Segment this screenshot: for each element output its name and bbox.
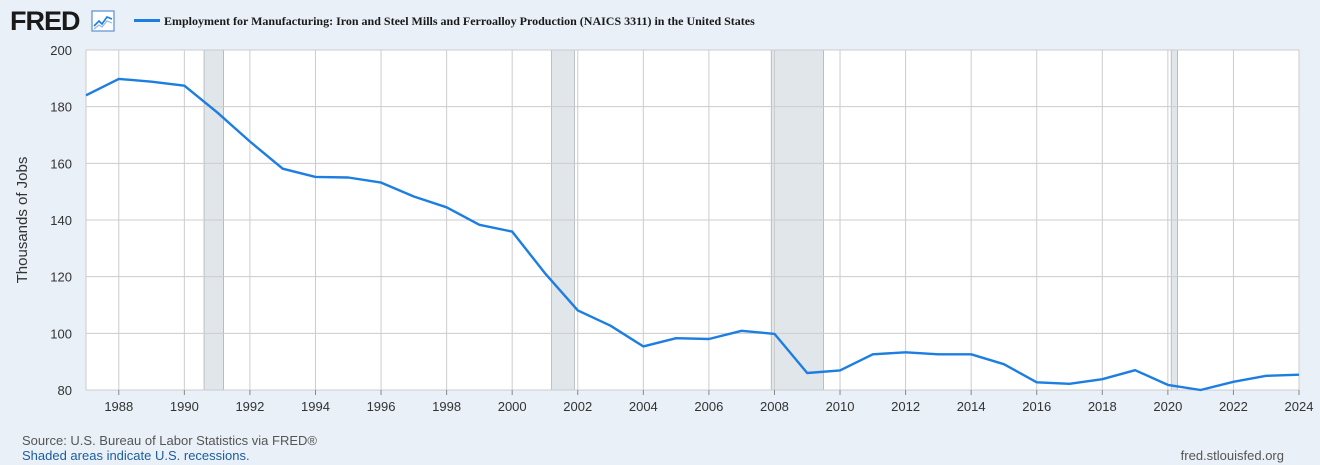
y-tick-label: 180 bbox=[50, 100, 72, 115]
series-line bbox=[85, 77, 1300, 392]
x-tick-label: 1994 bbox=[301, 399, 330, 414]
x-tick-label: 1996 bbox=[367, 399, 396, 414]
x-tick-label: 1992 bbox=[235, 399, 264, 414]
x-tick-label: 2002 bbox=[563, 399, 592, 414]
x-tick-label: 2016 bbox=[1022, 399, 1051, 414]
y-tick-label: 160 bbox=[50, 156, 72, 171]
x-tick-label: 2000 bbox=[498, 399, 527, 414]
x-tick-label: 2010 bbox=[826, 399, 855, 414]
x-tick-label: 2022 bbox=[1219, 399, 1248, 414]
y-tick-label: 80 bbox=[58, 383, 72, 398]
x-tick-label: 1988 bbox=[104, 399, 133, 414]
fred-logo[interactable]: FRED bbox=[10, 6, 80, 36]
x-axis-ticks: 1988 1990 1992 1994 1996 1998 2000 2002 2004 2006… bbox=[104, 390, 1313, 414]
y-tick-label: 100 bbox=[50, 326, 72, 341]
x-tick-label: 2012 bbox=[891, 399, 920, 414]
recession-note: Shaded areas indicate U.S. recessions. bbox=[22, 448, 250, 463]
y-tick-label: 120 bbox=[50, 270, 72, 285]
x-tick-label: 2018 bbox=[1088, 399, 1117, 414]
x-tick-label: 2004 bbox=[629, 399, 658, 414]
x-tick-label: 2020 bbox=[1153, 399, 1182, 414]
y-tick-label: 140 bbox=[50, 213, 72, 228]
y-tick-label: 200 bbox=[50, 43, 72, 58]
x-tick-label: 1990 bbox=[170, 399, 199, 414]
y-axis-ticks: 80 100 120 140 160 180 200 bbox=[50, 43, 72, 398]
source-note: Source: U.S. Bureau of Labor Statistics … bbox=[22, 433, 317, 448]
x-tick-label: 2024 bbox=[1285, 399, 1314, 414]
site-url[interactable]: fred.stlouisfed.org bbox=[1180, 448, 1284, 463]
series-title: Employment for Manufacturing: Iron and S… bbox=[164, 14, 755, 28]
x-tick-label: 1998 bbox=[432, 399, 461, 414]
legend-series-swatch bbox=[134, 19, 160, 22]
chart-header: FRED Employment for Manufacturing: Iron … bbox=[10, 6, 1310, 36]
y-axis-title: Thousands of Jobs bbox=[14, 157, 31, 284]
x-tick-label: 2008 bbox=[760, 399, 789, 414]
x-tick-label: 2014 bbox=[957, 399, 986, 414]
chart-area: 80 100 120 140 160 180 200 1988 1990 1992 1994 199… bbox=[14, 43, 1313, 414]
x-tick-label: 2006 bbox=[694, 399, 723, 414]
line-chart-icon bbox=[91, 10, 115, 32]
